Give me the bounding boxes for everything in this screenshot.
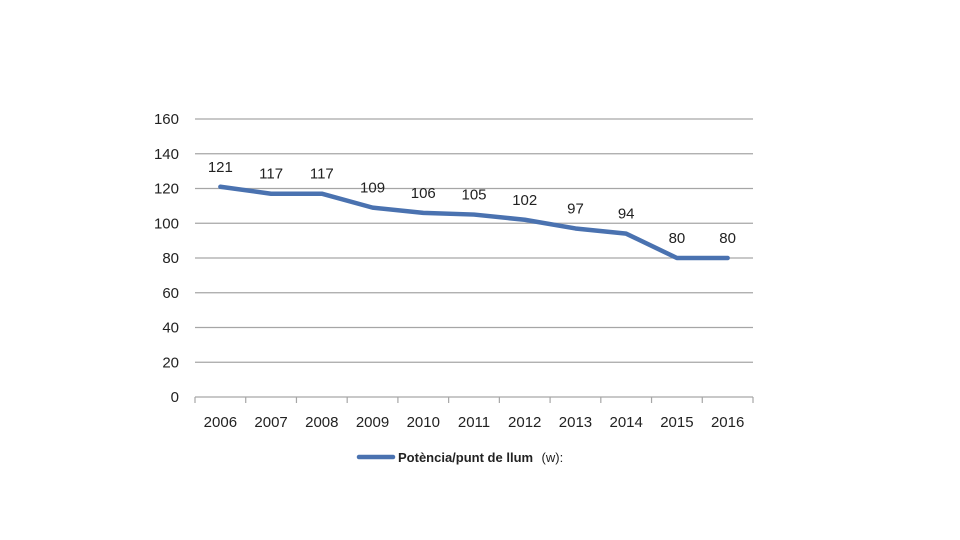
x-tick-label: 2006 bbox=[204, 414, 237, 431]
x-tick-label: 2011 bbox=[458, 414, 490, 431]
y-tick-label: 0 bbox=[171, 389, 179, 406]
x-tick-label: 2012 bbox=[508, 414, 541, 431]
y-tick-label: 40 bbox=[162, 320, 179, 337]
data-label: 102 bbox=[512, 192, 537, 209]
gridlines bbox=[195, 118, 753, 363]
x-tick-label: 2009 bbox=[356, 414, 389, 431]
y-tick-label: 120 bbox=[154, 181, 179, 198]
data-label: 80 bbox=[669, 230, 686, 247]
y-tick-label: 100 bbox=[154, 215, 179, 232]
series-layer bbox=[218, 184, 730, 261]
data-label: 121 bbox=[208, 159, 233, 176]
data-label: 80 bbox=[719, 230, 736, 247]
x-tick-label: 2016 bbox=[711, 414, 744, 431]
data-labels: 121 117 117 109 106 105 102 97 94 80 80 bbox=[208, 159, 736, 247]
data-label: 109 bbox=[360, 180, 385, 197]
y-tick-label: 160 bbox=[154, 111, 179, 128]
x-axis bbox=[194, 396, 754, 403]
x-tick-label: 2014 bbox=[609, 414, 642, 431]
x-tick-label: 2013 bbox=[559, 414, 592, 431]
x-tick-label: 2015 bbox=[660, 414, 693, 431]
x-tick-label: 2010 bbox=[407, 414, 440, 431]
svg-text:Potència/punt de llum (w: Potència/punt de llum (w): bbox=[398, 449, 563, 466]
x-tick-label: 2008 bbox=[305, 414, 338, 431]
y-tick-label: 20 bbox=[162, 354, 179, 371]
legend-series-name: Potència/punt de llum bbox=[398, 450, 533, 465]
data-label: 94 bbox=[618, 206, 635, 223]
y-tick-label: 140 bbox=[154, 146, 179, 163]
x-axis-tick-labels: 2006 2007 2008 2009 2010 2011 2012 2013 2014 2015… bbox=[204, 414, 745, 431]
data-label: 97 bbox=[567, 200, 584, 217]
data-label: 105 bbox=[461, 187, 486, 204]
y-tick-label: 60 bbox=[162, 285, 179, 302]
y-tick-label: 80 bbox=[162, 250, 179, 267]
legend-series-unit: (w): bbox=[542, 450, 564, 465]
data-label: 117 bbox=[310, 166, 334, 183]
data-label: 117 bbox=[259, 166, 283, 183]
y-axis-tick-labels: 0 20 40 60 80 100 120 140 160 bbox=[154, 111, 179, 406]
data-label: 106 bbox=[411, 185, 436, 202]
legend: Potència/punt de llum (w): bbox=[356, 449, 563, 466]
series-line bbox=[218, 184, 730, 261]
x-tick-label: 2007 bbox=[254, 414, 287, 431]
